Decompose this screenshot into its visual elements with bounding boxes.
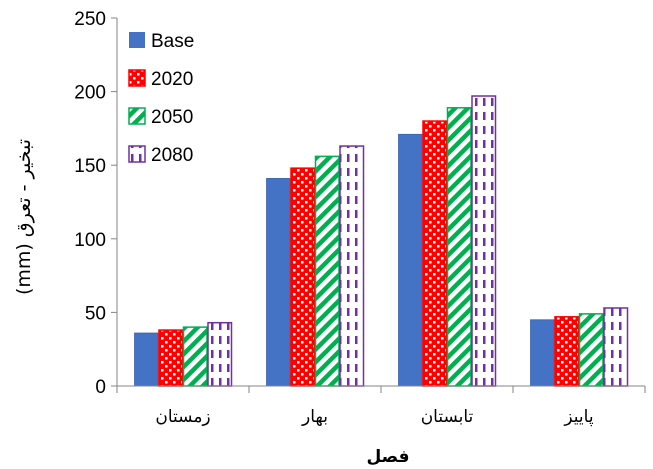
bar-2050	[578, 313, 604, 387]
legend-entry: 2080	[128, 145, 193, 166]
x-axis-title: فصل	[366, 447, 409, 467]
legend-label: 2080	[151, 145, 193, 166]
bar-2080	[339, 145, 365, 387]
legend-swatch	[128, 69, 146, 87]
bar-base	[134, 332, 159, 387]
bar-2050	[182, 326, 208, 387]
bar-2080	[471, 95, 497, 387]
legend-label: Base	[151, 31, 194, 52]
bar-base	[530, 319, 555, 387]
legend-entry: Base	[129, 31, 194, 52]
x-tick-label: بهار	[301, 407, 328, 427]
legend-swatch	[129, 32, 145, 48]
bar-2020	[422, 120, 448, 387]
x-tick-label: زمستان	[155, 407, 210, 427]
y-tick-label: 250	[74, 9, 106, 30]
bar-2020	[554, 316, 580, 387]
y-tick-label: 50	[85, 303, 106, 324]
bar-base	[398, 133, 423, 387]
legend: Base 2020 2050 2080	[128, 31, 194, 166]
legend-swatch	[128, 145, 146, 163]
category-group	[530, 307, 629, 387]
plot-area	[134, 95, 629, 387]
y-tick-label: 150	[74, 156, 106, 177]
y-tick-label: 100	[74, 230, 106, 251]
legend-entry: 2020	[128, 69, 193, 90]
bar-2050	[314, 155, 340, 387]
y-tick-label: 0	[95, 377, 106, 398]
x-tick-label: تابستان	[421, 407, 474, 427]
legend-label: 2050	[151, 107, 193, 128]
y-tick-label: 200	[74, 83, 106, 104]
legend-entry: 2050	[128, 107, 193, 128]
bar-2050	[446, 107, 472, 387]
y-axis: 0 50 100 150 200 250	[74, 9, 118, 398]
category-group	[266, 145, 365, 387]
x-tick-label: پاییز	[563, 407, 593, 427]
legend-swatch	[128, 107, 146, 125]
category-group	[134, 321, 233, 387]
bar-2080	[603, 307, 629, 387]
bar-2020	[290, 167, 316, 387]
bar-2080	[207, 321, 233, 387]
bar-base	[266, 178, 291, 387]
category-group	[398, 95, 497, 387]
x-axis: زمستان بهار تابستان پاییز	[116, 385, 646, 427]
legend-label: 2020	[151, 69, 193, 90]
y-axis-title: تبخیر - تعرق (mm)	[13, 139, 35, 295]
bar-2020	[158, 329, 184, 387]
